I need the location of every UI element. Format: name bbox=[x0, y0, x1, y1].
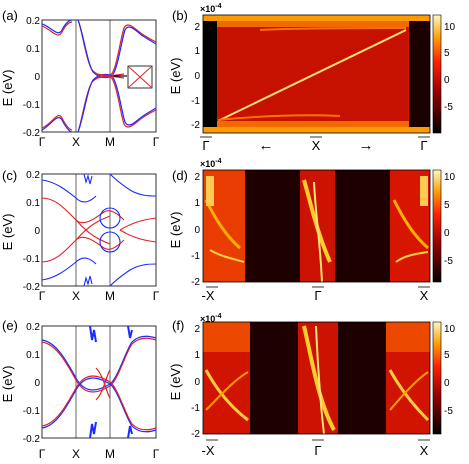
ytick-f-1: 1 bbox=[194, 350, 200, 361]
cbar-d-0: 10 bbox=[444, 172, 456, 183]
scale-b: ×10-4 bbox=[200, 3, 222, 14]
xtick-a-0: Γ bbox=[39, 135, 46, 149]
panel-c: (c) E (eV) 0.2 0.1 0 -0.1 -0.2 Γ X bbox=[0, 168, 160, 303]
xtick-f-2: X bbox=[420, 443, 429, 458]
ytick-e-2: 0 bbox=[34, 378, 40, 389]
heatmap-f bbox=[203, 322, 430, 435]
colorbar-f bbox=[432, 321, 442, 435]
cbar-f-0: 10 bbox=[444, 324, 456, 335]
cbar-b-2: 0 bbox=[444, 75, 450, 86]
yticks-a: 0.2 0.1 0 -0.1 -0.2 bbox=[23, 16, 41, 139]
ytick-f-3: -1 bbox=[191, 403, 200, 414]
scale-d: ×10-4 bbox=[200, 158, 222, 169]
cbar-f-1: 5 bbox=[444, 350, 450, 361]
arrow-right: → bbox=[359, 137, 374, 154]
ytick-e-3: -0.1 bbox=[23, 406, 41, 417]
ytick-e-0: 0.2 bbox=[26, 322, 40, 333]
panel-b: (b) ×10-4 E (eV) 2 1 0 -1 -2 10 5 bbox=[168, 3, 456, 154]
ytick-d-1: 1 bbox=[194, 198, 200, 209]
ytick-a-0: 0.2 bbox=[26, 16, 40, 27]
cbar-d-3: -5 bbox=[444, 256, 453, 267]
ylabel-b: E (eV) bbox=[168, 58, 183, 95]
ytick-b-3: -1 bbox=[191, 96, 200, 107]
ytick-c-1: 0.1 bbox=[26, 198, 40, 209]
xtick-d-1: Γ bbox=[314, 288, 321, 303]
cbar-d-1: 5 bbox=[444, 200, 450, 211]
ytick-e-4: -0.2 bbox=[23, 434, 41, 445]
plot-frame-c bbox=[41, 173, 157, 287]
heatmap-b bbox=[203, 15, 430, 133]
cbar-b-1: 5 bbox=[444, 48, 450, 59]
ytick-b-1: 1 bbox=[194, 46, 200, 57]
xtick-c-3: Γ bbox=[153, 289, 160, 303]
ytick-d-4: -2 bbox=[191, 277, 200, 288]
panel-label-a: (a) bbox=[2, 8, 18, 23]
ytick-b-4: -2 bbox=[191, 120, 200, 131]
panel-e: (e) E (eV) 0.2 0.1 0 -0.1 -0.2 Γ X M Γ bbox=[0, 318, 160, 461]
ylabel-e: E (eV) bbox=[0, 366, 15, 403]
xtick-b-1: X bbox=[312, 138, 321, 153]
bands-a bbox=[41, 19, 157, 133]
ytick-d-3: -1 bbox=[191, 251, 200, 262]
cbar-f-2: 0 bbox=[444, 378, 450, 389]
xtick-b-2: Γ bbox=[420, 138, 427, 153]
ytick-f-2: 0 bbox=[194, 377, 200, 388]
arrow-left: ← bbox=[259, 137, 274, 154]
panel-label-e: (e) bbox=[2, 318, 18, 333]
ytick-c-0: 0.2 bbox=[26, 170, 40, 181]
cbar-f-3: -5 bbox=[444, 406, 453, 417]
panel-label-f: (f) bbox=[172, 318, 184, 333]
xtick-a-3: Γ bbox=[153, 135, 160, 149]
colorbar-b bbox=[432, 14, 442, 134]
panel-d: (d) ×10-4 E (eV) 2 1 0 -1 -2 bbox=[168, 158, 456, 303]
cbar-b-3: -5 bbox=[444, 102, 453, 113]
ylabel-a: E (eV) bbox=[0, 70, 15, 107]
ytick-f-0: 2 bbox=[194, 324, 200, 335]
xtick-a-2: M bbox=[105, 135, 115, 149]
ytick-f-4: -2 bbox=[191, 429, 200, 440]
ytick-d-0: 2 bbox=[194, 172, 200, 183]
ytick-a-3: -0.1 bbox=[23, 100, 41, 111]
bands-c bbox=[41, 173, 157, 287]
xtick-e-0: Γ bbox=[39, 447, 46, 461]
xtick-b-0: Γ bbox=[202, 138, 209, 153]
xtick-d-0: -X bbox=[202, 288, 215, 303]
xtick-e-3: Γ bbox=[153, 447, 160, 461]
colorbar-d bbox=[432, 169, 442, 283]
xtick-c-1: X bbox=[72, 289, 80, 303]
ytick-b-2: 0 bbox=[194, 71, 200, 82]
heatmap-d bbox=[203, 170, 430, 283]
scale-f: ×10-4 bbox=[200, 313, 222, 324]
xtick-f-0: -X bbox=[202, 443, 215, 458]
xtick-f-1: Γ bbox=[314, 443, 321, 458]
xtick-c-0: Γ bbox=[39, 289, 46, 303]
bands-e bbox=[41, 325, 157, 439]
cbar-d-2: 0 bbox=[444, 228, 450, 239]
cbar-b-0: 10 bbox=[444, 22, 456, 33]
plot-frame-e bbox=[41, 325, 157, 439]
ytick-a-1: 0.1 bbox=[26, 44, 40, 55]
ytick-e-1: 0.1 bbox=[26, 350, 40, 361]
ytick-d-2: 0 bbox=[194, 225, 200, 236]
xtick-a-1: X bbox=[72, 135, 80, 149]
ylabel-f: E (eV) bbox=[168, 364, 183, 401]
ytick-c-3: -0.1 bbox=[23, 254, 41, 265]
xtick-e-2: M bbox=[105, 447, 115, 461]
panel-label-c: (c) bbox=[2, 168, 17, 183]
ytick-c-4: -0.2 bbox=[23, 282, 41, 293]
xtick-c-2: M bbox=[105, 289, 115, 303]
ytick-b-0: 2 bbox=[194, 22, 200, 33]
ytick-a-2: 0 bbox=[34, 72, 40, 83]
xtick-d-2: X bbox=[420, 288, 429, 303]
ylabel-d: E (eV) bbox=[168, 212, 183, 249]
panel-f: (f) ×10-4 E (eV) 2 1 0 -1 -2 bbox=[168, 313, 456, 458]
ylabel-c: E (eV) bbox=[0, 214, 15, 251]
panel-label-b: (b) bbox=[172, 8, 188, 23]
panel-label-d: (d) bbox=[172, 168, 188, 183]
panel-a: (a) E (eV) 0.2 0.1 0 -0.1 -0.2 Γ bbox=[0, 8, 160, 149]
ytick-a-4: -0.2 bbox=[23, 128, 41, 139]
ytick-c-2: 0 bbox=[34, 226, 40, 237]
xtick-e-1: X bbox=[72, 447, 80, 461]
